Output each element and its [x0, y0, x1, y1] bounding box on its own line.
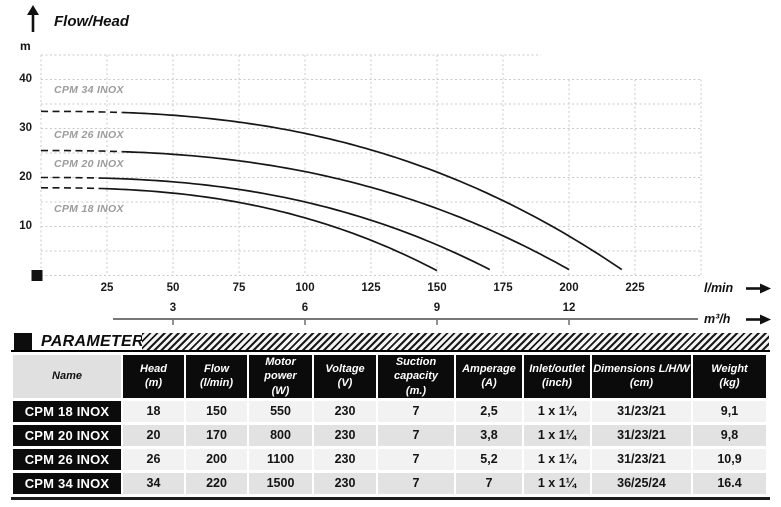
hatch-bar [142, 333, 769, 350]
table-cell: 9,1 [693, 400, 766, 422]
table-cell: 10,9 [693, 448, 766, 470]
curve-label: CPM 34 INOX [54, 84, 124, 96]
table-cell: 550 [249, 400, 312, 422]
table-cell: 150 [186, 400, 247, 422]
parameters-table-wrap: Name Head (m) Flow (l/min) Motor power (W) Volt… [11, 350, 770, 500]
table-cell: 7 [378, 424, 454, 446]
table-cell: 18 [123, 400, 184, 422]
table-cell: 9,8 [693, 424, 766, 446]
table-cell: 1 x 1¼ [524, 424, 590, 446]
column-header: Head (m) [123, 355, 184, 398]
table-cell: 2,5 [456, 400, 522, 422]
column-header: Amperage (A) [456, 355, 522, 398]
table-row: CPM 34 INOX 34 220 1500 230 7 7 1 x 1¼ 36/25/24 1… [13, 472, 766, 494]
table-cell: 26 [123, 448, 184, 470]
table-cell: 31/23/21 [592, 400, 691, 422]
table-cell: 1500 [249, 472, 312, 494]
table-cell: 36/25/24 [592, 472, 691, 494]
table-cell: 16.4 [693, 472, 766, 494]
table-cell: 800 [249, 424, 312, 446]
y-axis-unit: m [20, 39, 31, 53]
table-cell: 200 [186, 448, 247, 470]
column-header: Inlet/outlet (inch) [524, 355, 590, 398]
table-cell: 1100 [249, 448, 312, 470]
parameters-table: Name Head (m) Flow (l/min) Motor power (W) Volt… [11, 352, 768, 497]
x2-tick-label: 12 [562, 302, 576, 314]
table-cell: 31/23/21 [592, 448, 691, 470]
table-row: CPM 20 INOX 20 170 800 230 7 3,8 1 x 1¼ 31/23/21… [13, 424, 766, 446]
table-cell: 34 [123, 472, 184, 494]
table-cell: 31/23/21 [592, 424, 691, 446]
x-tick-label: 125 [361, 282, 381, 294]
table-cell: 220 [186, 472, 247, 494]
table-cell: 5,2 [456, 448, 522, 470]
y-tick-label: 10 [19, 219, 32, 232]
table-cell: 230 [314, 472, 376, 494]
curve-label: CPM 26 INOX [54, 129, 124, 141]
y-tick-label: 20 [19, 170, 32, 183]
table-cell: 230 [314, 400, 376, 422]
column-header: Motor power (W) [249, 355, 312, 398]
y-tick-label: 40 [19, 72, 32, 85]
row-name-cell: CPM 18 INOX [13, 400, 121, 422]
x-tick-label: 200 [559, 282, 579, 294]
table-cell: 170 [186, 424, 247, 446]
x-tick-label: 25 [100, 282, 114, 294]
section-marker [14, 333, 32, 351]
x2-tick-label: 6 [301, 302, 309, 314]
column-header: Flow (l/min) [186, 355, 247, 398]
row-name-cell: CPM 34 INOX [13, 472, 121, 494]
x2-tick-label: 3 [169, 302, 177, 314]
x-tick-label: 75 [232, 282, 246, 294]
flow-head-plot [31, 54, 771, 325]
table-cell: 3,8 [456, 424, 522, 446]
header-row: Name Head (m) Flow (l/min) Motor power (W) Volt… [13, 355, 766, 398]
column-header: Weight (kg) [693, 355, 766, 398]
table-row: CPM 26 INOX 26 200 1100 230 7 5,2 1 x 1¼ 31/23/2… [13, 448, 766, 470]
column-header: Name [13, 355, 121, 398]
column-header: Dimensions L/H/W (cm) [592, 355, 691, 398]
x-tick-label: 50 [166, 282, 180, 294]
table-cell: 7 [378, 448, 454, 470]
table-cell: 7 [378, 400, 454, 422]
x-tick-label: 150 [427, 282, 447, 294]
x2-axis-unit: m³/h [704, 312, 731, 326]
column-header: Suction capacity (m.) [378, 355, 454, 398]
table-cell: 1 x 1¼ [524, 472, 590, 494]
chart-title: Flow/Head [54, 13, 130, 30]
x-tick-label: 175 [493, 282, 513, 294]
x2-tick-label: 9 [433, 302, 441, 314]
table-cell: 1 x 1¼ [524, 448, 590, 470]
x-tick-label: 225 [625, 282, 645, 294]
curve-label: CPM 18 INOX [54, 203, 124, 215]
chart-labels-layer: 10 20 30 40 25 50 75 100 125 150 175 200 225 3 6 9 12 CPM… [19, 72, 645, 315]
table-row: CPM 18 INOX 18 150 550 230 7 2,5 1 x 1¼ 31/23/21… [13, 400, 766, 422]
y-tick-label: 30 [19, 121, 32, 134]
row-name-cell: CPM 26 INOX [13, 448, 121, 470]
table-cell: 7 [378, 472, 454, 494]
parameters-title: PARAMETERS [41, 333, 155, 350]
curve-label: CPM 20 INOX [54, 158, 124, 170]
up-arrow-icon [27, 5, 39, 32]
x-axis-unit: l/min [704, 281, 734, 295]
table-cell: 230 [314, 448, 376, 470]
column-header: Voltage (V) [314, 355, 376, 398]
table-cell: 1 x 1¼ [524, 400, 590, 422]
table-cell: 20 [123, 424, 184, 446]
row-name-cell: CPM 20 INOX [13, 424, 121, 446]
table-cell: 7 [456, 472, 522, 494]
x-tick-label: 100 [295, 282, 315, 294]
table-cell: 230 [314, 424, 376, 446]
